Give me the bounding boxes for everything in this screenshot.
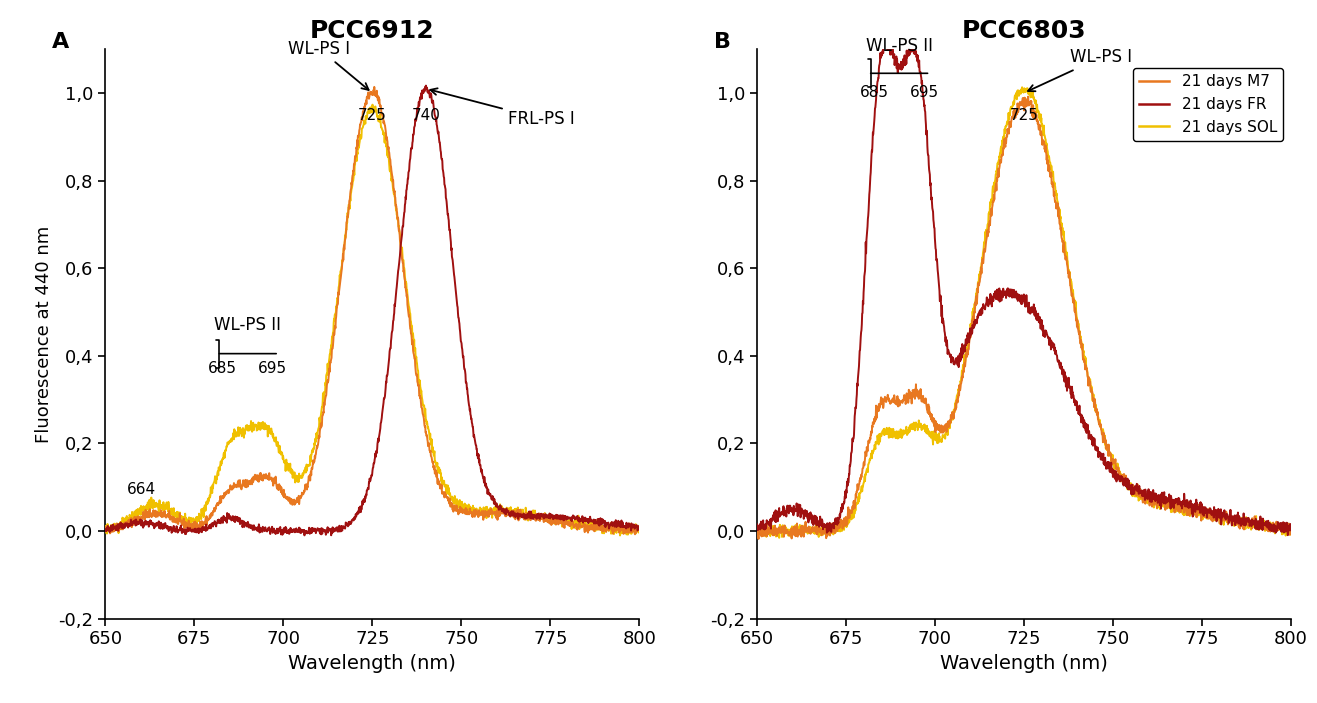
Y-axis label: Fluorescence at 440 nm: Fluorescence at 440 nm (36, 225, 53, 443)
Text: WL-PS I: WL-PS I (288, 39, 369, 90)
Title: PCC6803: PCC6803 (961, 19, 1087, 43)
Text: WL-PS I: WL-PS I (1029, 49, 1133, 91)
Title: PCC6912: PCC6912 (309, 19, 435, 43)
Text: WL-PS II: WL-PS II (865, 37, 932, 56)
Text: 685: 685 (860, 85, 889, 101)
Text: 695: 695 (910, 85, 939, 101)
X-axis label: Wavelength (nm): Wavelength (nm) (288, 654, 456, 673)
X-axis label: Wavelength (nm): Wavelength (nm) (940, 654, 1108, 673)
Text: FRL-PS I: FRL-PS I (431, 89, 574, 128)
Legend: 21 days M7, 21 days FR, 21 days SOL: 21 days M7, 21 days FR, 21 days SOL (1133, 68, 1283, 141)
Text: 725: 725 (1009, 108, 1038, 123)
Text: WL-PS II: WL-PS II (215, 316, 282, 333)
Text: A: A (51, 32, 70, 52)
Text: 695: 695 (258, 361, 287, 376)
Text: 664: 664 (126, 482, 155, 497)
Text: 740: 740 (411, 108, 440, 123)
Text: 685: 685 (208, 361, 237, 376)
Text: B: B (714, 32, 731, 52)
Text: 725: 725 (358, 108, 387, 123)
